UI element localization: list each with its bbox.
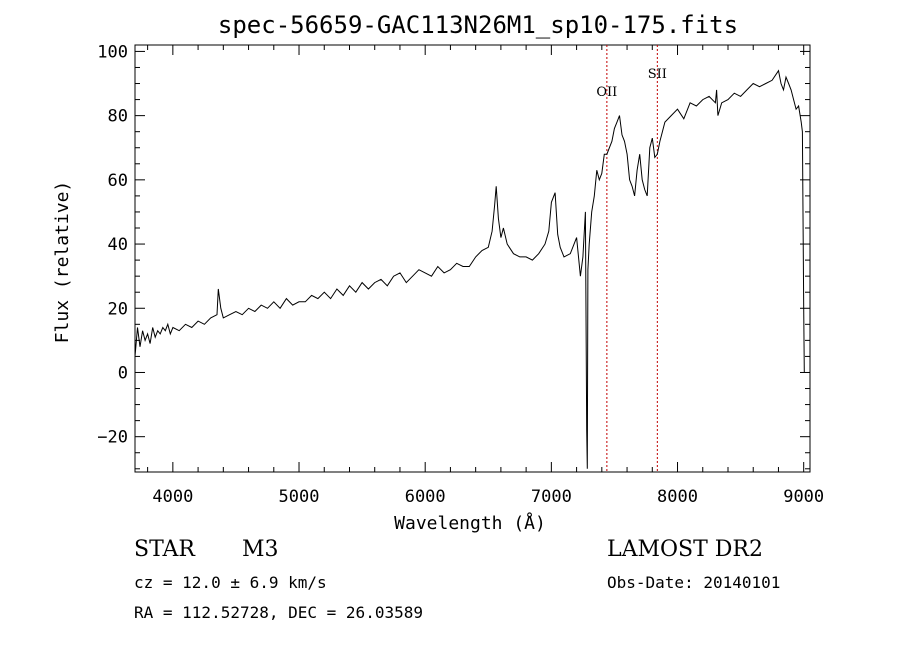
y-tick-label: 40 [108,235,128,255]
x-tick-label: 9000 [783,487,824,507]
plot-area: 4000 5000 6000 7000 8000 9000 −20 0 20 40 60 80 100 O… [97,42,824,507]
survey-label: LAMOST DR2 [607,537,763,562]
object-class: STAR [134,537,195,562]
chart-title: spec-56659-GAC113N26M1_sp10-175.fits [218,11,738,39]
y-tick-label: 0 [118,363,128,383]
ra-dec-coords: RA = 112.52728, DEC = 26.03589 [134,603,423,622]
y-axis-label: Flux (relative) [52,181,73,344]
y-tick-label: 100 [97,42,128,62]
x-tick-label: 6000 [405,487,446,507]
object-subclass: M3 [242,537,279,562]
y-tick-label: 20 [108,299,128,319]
y-tick-label: 60 [108,171,128,191]
y-tick-label: 80 [108,107,128,127]
obs-date: Obs-Date: 20140101 [607,573,781,592]
x-axis-label: Wavelength (Å) [394,512,546,534]
plot-frame [134,44,811,473]
spectrum-series-line [135,69,805,469]
x-tick-label: 4000 [152,487,193,507]
line-label-sii: SII [648,67,667,82]
x-tick-label: 8000 [657,487,698,507]
x-tick-label: 7000 [531,487,572,507]
line-label-oii: OII [596,85,617,100]
redshift-cz: cz = 12.0 ± 6.9 km/s [134,573,327,592]
y-tick-label: −20 [97,428,128,448]
x-tick-label: 5000 [279,487,320,507]
